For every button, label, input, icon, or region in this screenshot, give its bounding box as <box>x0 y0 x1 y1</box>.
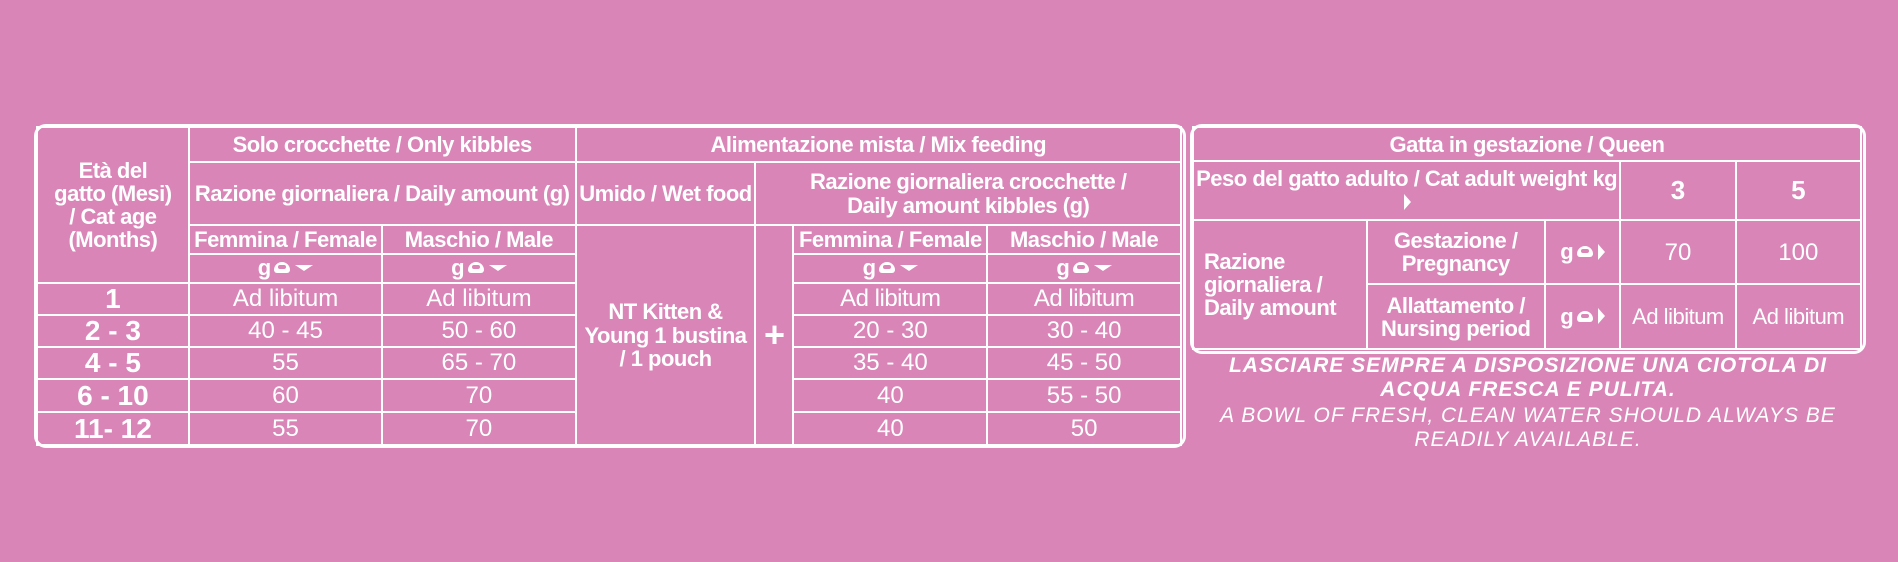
only-male-cell: 65 - 70 <box>381 345 577 381</box>
daily-kibbles-header: Razione giornaliera crocchette / Daily a… <box>754 160 1182 227</box>
arrow-down-icon <box>900 264 919 271</box>
nursing-5: Ad libitum <box>1734 283 1863 350</box>
mix-male-header: Maschio / Male <box>986 224 1182 255</box>
unit-cell: g <box>986 252 1182 284</box>
mix-female-cell: 35 - 40 <box>792 345 989 381</box>
table-row: 6 - 10 60 70 40 55 - 50 <box>36 378 1182 414</box>
ration-label: Razione giornaliera / Daily amount <box>1192 218 1368 351</box>
arrow-right-icon <box>1404 193 1412 210</box>
unit-cell: g <box>187 252 384 284</box>
water-note-en: A BOWL OF FRESH, CLEAN WATER SHOULD ALWA… <box>1220 404 1836 451</box>
plus-sign: + <box>754 224 795 446</box>
unit-cell: g <box>381 252 577 284</box>
mix-female-cell: 40 <box>792 378 989 414</box>
bowl-icon <box>1576 310 1593 322</box>
pregnancy-3: 70 <box>1619 218 1737 286</box>
nursing-label: Allattamento / Nursing period <box>1365 283 1546 350</box>
table-row: 11- 12 55 70 40 50 <box>36 411 1182 446</box>
unit-cell: g <box>792 252 989 284</box>
queen-title: Gatta in gestazione / Queen <box>1192 125 1862 163</box>
only-male-cell: 50 - 60 <box>381 313 577 348</box>
only-female-cell: 55 <box>187 345 384 381</box>
queen-table: Gatta in gestazione / Queen Peso del gat… <box>1191 125 1863 351</box>
mix-female-cell: 20 - 30 <box>792 313 989 348</box>
bowl-icon <box>879 262 896 274</box>
weight-label: Peso del gatto adulto / Cat adult weight… <box>1191 160 1622 221</box>
only-male-cell: 70 <box>381 411 577 446</box>
bowl-icon <box>1072 262 1089 274</box>
mix-male-cell: 50 <box>986 411 1182 446</box>
bowl-icon <box>467 262 484 274</box>
water-note-it: LASCIARE SEMPRE A DISPOSIZIONE UNA CIOTO… <box>1228 354 1828 401</box>
weight-5: 5 <box>1734 160 1863 221</box>
mix-feeding-header: Alimentazione mista / Mix feeding <box>574 126 1183 163</box>
arrow-down-icon <box>1093 264 1112 271</box>
age-cell: 4 - 5 <box>36 345 190 381</box>
arrow-right-icon <box>1597 243 1605 260</box>
only-female-cell: 60 <box>187 378 384 414</box>
age-cell: 6 - 10 <box>36 378 190 414</box>
wet-food-desc: NT Kitten & Young 1 bustina / 1 pouch <box>574 224 757 446</box>
unit-cell: g <box>1543 218 1622 286</box>
daily-amount-header: Razione giornaliera / Daily amount (g) <box>187 160 577 227</box>
only-male-cell: 70 <box>381 378 577 414</box>
age-cell: 1 <box>36 281 190 316</box>
arrow-right-icon <box>1597 308 1605 325</box>
only-female-cell: 40 - 45 <box>187 313 384 348</box>
only-male-cell: Ad libitum <box>381 281 577 316</box>
arrow-down-icon <box>488 264 507 271</box>
only-female-cell: Ad libitum <box>187 281 384 316</box>
table-row: 1 Ad libitum Ad libitum Ad libitum Ad li… <box>36 281 1182 316</box>
nursing-3: Ad libitum <box>1619 283 1737 350</box>
bowl-icon <box>274 262 291 274</box>
bowl-icon <box>1576 246 1593 258</box>
pregnancy-label: Gestazione / Pregnancy <box>1365 218 1546 286</box>
unit-cell: g <box>1543 283 1622 350</box>
arrow-down-icon <box>295 264 314 271</box>
male-header: Maschio / Male <box>381 224 577 255</box>
age-cell: 11- 12 <box>36 411 190 446</box>
mix-male-cell: 30 - 40 <box>986 313 1182 348</box>
female-header: Femmina / Female <box>187 224 384 255</box>
age-cell: 2 - 3 <box>36 313 190 348</box>
mix-female-cell: Ad libitum <box>792 281 989 316</box>
table-row: 2 - 3 40 - 45 50 - 60 20 - 30 30 - 40 <box>36 313 1182 348</box>
only-female-cell: 55 <box>187 411 384 446</box>
mix-male-cell: 55 - 50 <box>986 378 1182 414</box>
feeding-table: Età del gatto (Mesi) / Cat age (Months) … <box>36 126 1183 446</box>
age-header: Età del gatto (Mesi) / Cat age (Months) <box>36 126 190 284</box>
only-kibbles-header: Solo crocchette / Only kibbles <box>187 126 577 163</box>
mix-male-cell: 45 - 50 <box>986 345 1182 381</box>
weight-3: 3 <box>1619 160 1737 221</box>
mix-female-cell: 40 <box>792 411 989 446</box>
pregnancy-5: 100 <box>1734 218 1863 286</box>
mix-female-header: Femmina / Female <box>792 224 989 255</box>
wet-food-header: Umido / Wet food <box>574 160 757 227</box>
table-row: 4 - 5 55 65 - 70 35 - 40 45 - 50 <box>36 345 1182 381</box>
mix-male-cell: Ad libitum <box>986 281 1182 316</box>
